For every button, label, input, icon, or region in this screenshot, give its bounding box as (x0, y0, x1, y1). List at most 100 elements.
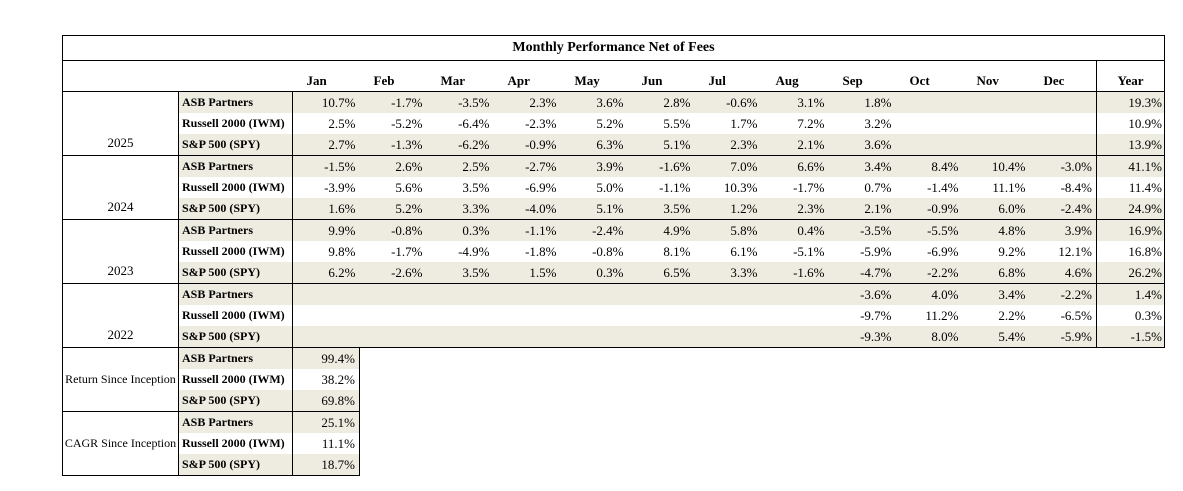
empty-cell (628, 412, 695, 434)
empty-cell (1097, 390, 1165, 412)
empty-cell (896, 412, 963, 434)
series-label: Russell 2000 (IWM) (178, 433, 293, 454)
month-value-cell: 3.2% (864, 116, 892, 131)
empty-cell (427, 348, 494, 370)
empty-cell (427, 454, 494, 476)
month-value-cell: 5.4% (962, 326, 1030, 348)
month-value-cell: 3.6% (560, 91, 628, 113)
empty-cell (360, 369, 427, 390)
empty-cell (963, 390, 1030, 412)
month-value-cell: 9.8% (328, 244, 356, 259)
month-value-cell: 2.3% (694, 134, 762, 156)
year-total-cell: 13.9% (1096, 134, 1165, 156)
empty-cell (1030, 412, 1097, 434)
month-value-cell (561, 305, 628, 326)
month-value-cell: 10.4% (962, 155, 1030, 177)
month-value-cell: 10.7% (292, 91, 360, 113)
month-value-cell (359, 326, 427, 348)
empty-cell (561, 412, 628, 434)
summary-label: Return Since Inception (62, 347, 179, 412)
month-header-dec: Dec (1029, 60, 1097, 92)
empty-cell (360, 433, 427, 454)
month-value-cell: -1.6% (627, 155, 695, 177)
series-label: ASB Partners (178, 91, 293, 113)
month-value-cell: 4.0% (895, 283, 963, 305)
month-header-feb: Feb (359, 60, 427, 92)
table-row: Russell 2000 (IWM) 2.5% -5.2% -6.4% -2.3% 5.2… (63, 113, 1165, 134)
month-value-cell: -0.9% (895, 198, 963, 220)
empty-cell (762, 454, 829, 476)
empty-cell (695, 369, 762, 390)
month-value-cell: 1.2% (694, 198, 762, 220)
table-row: 2025 ASB Partners 10.7% -1.7% -3.5% 2.3% 3.6% 2… (62, 91, 1165, 156)
month-value-cell: 2.3% (761, 198, 829, 220)
empty-cell (360, 348, 427, 370)
empty-cell (427, 412, 494, 434)
month-value-cell: 3.5% (462, 180, 490, 195)
table-row: Russell 2000 (IWM) -9.7% 11.2% 2.2% -6.5% 0.3… (63, 305, 1165, 326)
table-row: Russell 2000 (IWM) 11.1% (63, 433, 1165, 454)
month-value-cell: -2.3% (525, 116, 557, 131)
month-header-jul: Jul (694, 60, 762, 92)
summary-value-cell: 25.1% (292, 411, 360, 433)
series-label: ASB Partners (178, 411, 293, 433)
month-value-cell: 2.8% (627, 91, 695, 113)
summary-value-cell: 11.1% (292, 433, 360, 454)
series-label: Russell 2000 (IWM) (178, 241, 293, 262)
empty-cell (628, 348, 695, 370)
month-value-cell (1030, 113, 1097, 134)
empty-cell (494, 454, 561, 476)
month-value-cell: -9.3% (828, 326, 896, 348)
month-value-cell: -3.0% (1029, 155, 1097, 177)
series-label: ASB Partners (178, 347, 293, 369)
month-value-cell: 5.6% (395, 180, 423, 195)
empty-cell (695, 454, 762, 476)
month-value-cell: 3.9% (1029, 219, 1097, 241)
month-value-cell (895, 91, 963, 113)
empty-cell (628, 433, 695, 454)
month-value-cell (494, 305, 561, 326)
month-value-cell (695, 305, 762, 326)
empty-cell (963, 433, 1030, 454)
series-label: Russell 2000 (IWM) (178, 305, 293, 326)
month-value-cell: 3.5% (426, 262, 494, 284)
empty-cell (829, 454, 896, 476)
month-value-cell: 0.4% (761, 219, 829, 241)
month-value-cell: 5.8% (694, 219, 762, 241)
empty-cell (561, 454, 628, 476)
month-value-cell: 6.1% (730, 244, 758, 259)
month-value-cell: 3.4% (962, 283, 1030, 305)
empty-cell (829, 433, 896, 454)
year-total-cell: 16.9% (1096, 219, 1165, 241)
year-total-cell: 10.9% (1096, 113, 1165, 134)
month-value-cell: 2.5% (426, 155, 494, 177)
month-value-cell: -1.5% (292, 155, 360, 177)
empty-cell (762, 433, 829, 454)
empty-cell (1097, 369, 1165, 390)
empty-cell (494, 390, 561, 412)
month-header-sep: Sep (828, 60, 896, 92)
month-value-cell (426, 326, 494, 348)
month-header-may: May (560, 60, 628, 92)
empty-cell (896, 454, 963, 476)
performance-table: Monthly Performance Net of Fees Jan Feb Ma… (62, 35, 1165, 476)
month-value-cell: 6.3% (560, 134, 628, 156)
empty-cell (896, 390, 963, 412)
month-value-cell: 3.3% (694, 262, 762, 284)
empty-cell (695, 390, 762, 412)
month-value-cell: -1.8% (525, 244, 557, 259)
empty-cell (1097, 454, 1165, 476)
year-label: 2022 (62, 283, 179, 348)
month-header-mar: Mar (426, 60, 494, 92)
empty-cell (561, 390, 628, 412)
column-header-row: Jan Feb Mar Apr May Jun Jul Aug Sep Oct Nov Dec Year (62, 60, 1165, 92)
month-value-cell: 0.3% (560, 262, 628, 284)
empty-cell (1097, 433, 1165, 454)
month-value-cell (761, 283, 829, 305)
month-value-cell: 4.8% (962, 219, 1030, 241)
year-total-cell: 41.1% (1096, 155, 1165, 177)
month-value-cell: -6.4% (458, 116, 490, 131)
empty-cell (360, 454, 427, 476)
month-value-cell (694, 326, 762, 348)
empty-cell (896, 433, 963, 454)
